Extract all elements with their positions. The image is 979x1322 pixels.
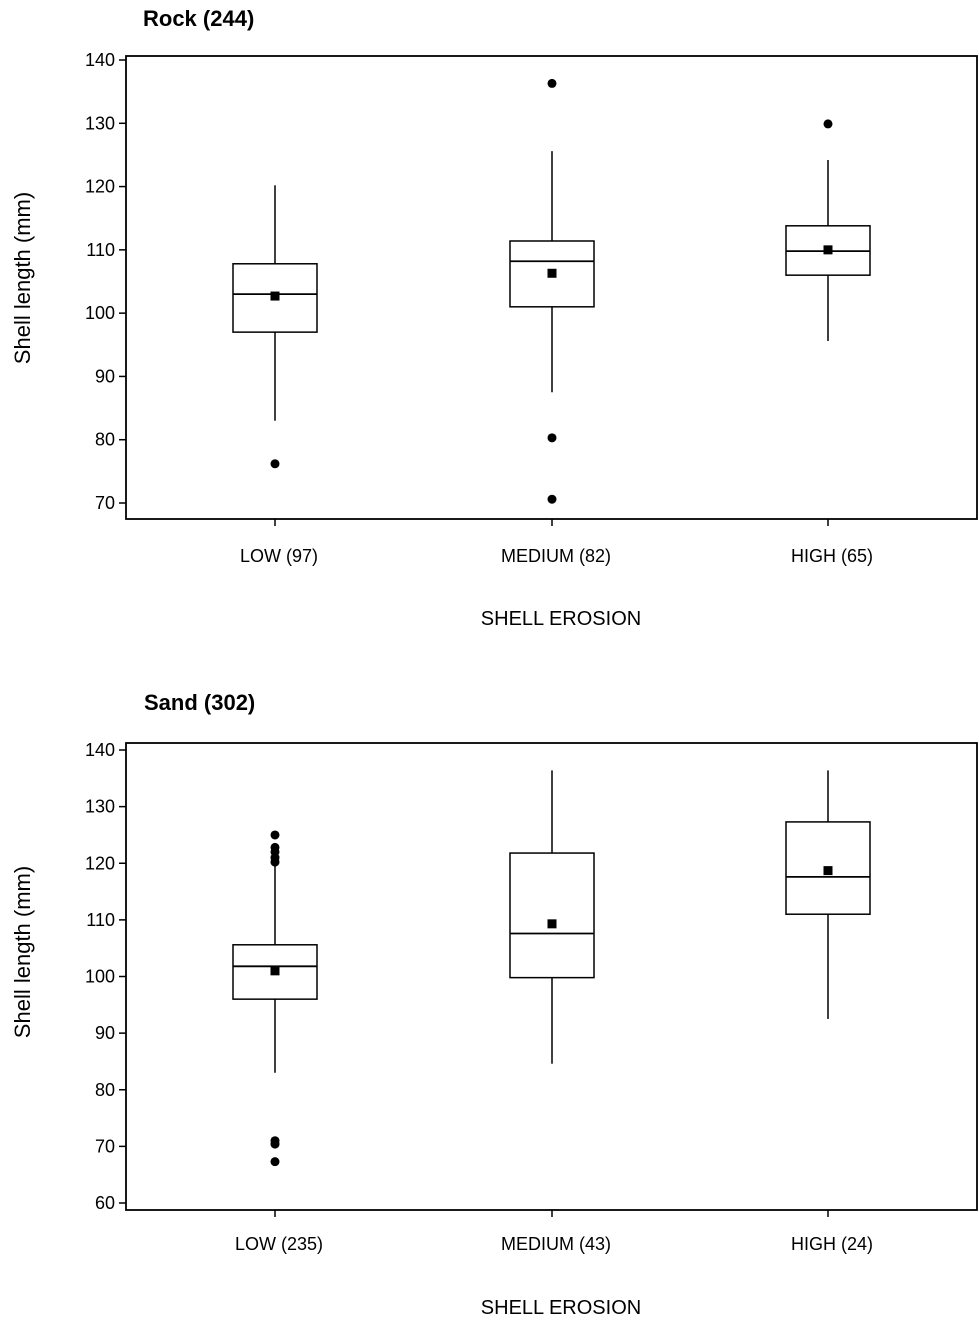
rock-y-axis-label: Shell length (mm) bbox=[10, 192, 35, 364]
sand-chart-panel: Sand (302) Shell length (mm) SHELL EROSI… bbox=[10, 690, 977, 1319]
rock-y-tick-label: 130 bbox=[85, 113, 115, 133]
sand-chart-title: Sand (302) bbox=[144, 690, 255, 715]
sand-x-tick-label: MEDIUM (43) bbox=[501, 1234, 611, 1254]
rock-y-tick-label: 80 bbox=[95, 430, 115, 450]
sand-box-1-outlier-point bbox=[271, 858, 280, 867]
sand-x-tick-label: LOW (235) bbox=[235, 1234, 323, 1254]
sand-y-tick-label: 80 bbox=[95, 1080, 115, 1100]
rock-chart-title: Rock (244) bbox=[143, 6, 254, 31]
sand-box-2-iqr-box bbox=[510, 853, 594, 978]
rock-boxes bbox=[233, 79, 870, 504]
sand-box-1-outlier-point bbox=[271, 1157, 280, 1166]
rock-y-tick-label: 120 bbox=[85, 177, 115, 197]
sand-x-axis-label: SHELL EROSION bbox=[481, 1297, 641, 1319]
rock-x-tick-label: LOW (97) bbox=[240, 546, 318, 566]
rock-y-ticks: 70 80 90 100 110 120 130 140 bbox=[85, 50, 126, 513]
rock-box-2-outlier-point bbox=[548, 495, 557, 504]
rock-chart-panel: Rock (244) Shell length (mm) SHELL EROSI… bbox=[10, 6, 977, 630]
sand-y-axis-label: Shell length (mm) bbox=[10, 866, 35, 1038]
rock-y-tick-label: 70 bbox=[95, 493, 115, 513]
sand-box-3-mean-marker bbox=[824, 866, 833, 875]
sand-y-tick-label: 140 bbox=[85, 740, 115, 760]
sand-y-tick-label: 110 bbox=[86, 910, 115, 930]
sand-box-1-outlier-point bbox=[271, 830, 280, 839]
sand-x-ticks: LOW (235) MEDIUM (43) HIGH (24) bbox=[235, 1210, 873, 1254]
rock-y-tick-label: 110 bbox=[86, 240, 115, 260]
sand-x-tick-label: HIGH (24) bbox=[791, 1234, 873, 1254]
rock-box-2-outlier-point bbox=[548, 79, 557, 88]
rock-y-tick-label: 90 bbox=[95, 366, 115, 386]
rock-x-axis-label: SHELL EROSION bbox=[481, 608, 641, 630]
rock-x-ticks: LOW (97) MEDIUM (82) HIGH (65) bbox=[240, 519, 873, 566]
sand-y-tick-label: 90 bbox=[95, 1023, 115, 1043]
sand-y-tick-label: 130 bbox=[85, 797, 115, 817]
sand-box-1-outlier-point bbox=[271, 1140, 280, 1149]
rock-x-tick-label: MEDIUM (82) bbox=[501, 546, 611, 566]
rock-box-2-mean-marker bbox=[548, 269, 557, 278]
rock-box-1-mean-marker bbox=[271, 292, 280, 301]
sand-y-tick-label: 70 bbox=[95, 1136, 115, 1156]
sand-y-tick-label: 60 bbox=[95, 1193, 115, 1213]
rock-box-2-outlier-point bbox=[548, 433, 557, 442]
sand-box-1-mean-marker bbox=[271, 966, 280, 975]
rock-y-tick-label: 140 bbox=[85, 50, 115, 70]
rock-box-1-outlier-point bbox=[271, 459, 280, 468]
sand-y-ticks: 60 70 80 90 100 110 120 130 140 bbox=[85, 740, 126, 1213]
rock-y-tick-label: 100 bbox=[85, 303, 115, 323]
sand-box-2-mean-marker bbox=[548, 919, 557, 928]
sand-y-tick-label: 100 bbox=[85, 967, 115, 987]
rock-box-3-outlier-point bbox=[824, 119, 833, 128]
sand-y-tick-label: 120 bbox=[85, 853, 115, 873]
rock-box-3-mean-marker bbox=[824, 245, 833, 254]
sand-boxes bbox=[233, 770, 870, 1166]
rock-x-tick-label: HIGH (65) bbox=[791, 546, 873, 566]
